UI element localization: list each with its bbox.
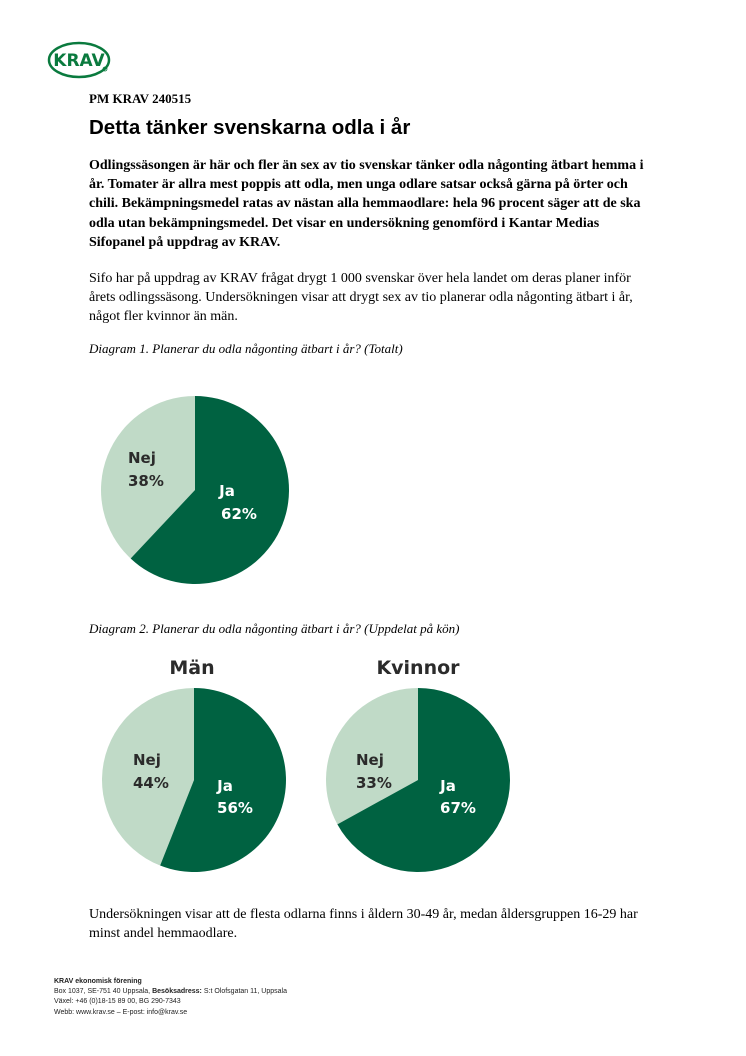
label-nej-value: 33% bbox=[356, 774, 392, 792]
label-ja-name: Ja bbox=[439, 777, 456, 795]
slice-nej bbox=[326, 688, 418, 825]
label-nej-name: Nej bbox=[128, 449, 156, 467]
diagram-2-caption: Diagram 2. Planerar du odla någonting ät… bbox=[89, 621, 460, 636]
footer-web: Webb: www.krav.se – E-post: info@krav.se bbox=[54, 1008, 188, 1016]
document-reference: PM KRAV 240515 bbox=[89, 91, 192, 106]
chart-title-women: Kvinnor bbox=[376, 657, 460, 679]
slice-nej bbox=[101, 688, 194, 866]
pie-chart-men: Män Nej 44% Ja 56% bbox=[101, 657, 286, 872]
slice-ja bbox=[160, 688, 286, 872]
slice-ja bbox=[130, 396, 290, 584]
footer-org: KRAV ekonomisk förening bbox=[54, 978, 142, 985]
body-paragraph-1: Sifo har på uppdrag av KRAV frågat drygt… bbox=[89, 271, 633, 325]
label-nej-value: 44% bbox=[133, 774, 169, 792]
page-title: Detta tänker svenskarna odla i år bbox=[89, 116, 411, 139]
footer-address: Box 1037, SE-751 40 Uppsala, bbox=[54, 988, 151, 996]
label-nej-name: Nej bbox=[356, 751, 384, 769]
label-ja-value: 56% bbox=[217, 799, 253, 817]
footer-visit-address: S:t Olofsgatan 11, Uppsala bbox=[203, 988, 287, 996]
pie-chart-women: Kvinnor Nej 33% Ja 67% bbox=[326, 657, 511, 872]
lead-paragraph: Odlingssäsongen är här och fler än sex a… bbox=[89, 158, 644, 250]
label-nej-name: Nej bbox=[133, 751, 161, 769]
label-nej-value: 38% bbox=[128, 472, 164, 490]
body-paragraph-2: Undersökningen visar att de flesta odlar… bbox=[89, 907, 638, 942]
diagram-1-caption: Diagram 1. Planerar du odla någonting ät… bbox=[89, 341, 403, 356]
slice-nej bbox=[101, 396, 195, 559]
footer-visit-label: Besöksadress: bbox=[152, 988, 202, 996]
footer: KRAV ekonomisk förening Box 1037, SE-751… bbox=[54, 977, 287, 1018]
footer-phone: Växel: +46 (0)18-15 89 00, BG 290-7343 bbox=[54, 998, 181, 1006]
label-ja-value: 67% bbox=[440, 799, 476, 817]
krav-logo: KRAV bbox=[47, 41, 111, 79]
slice-ja bbox=[337, 688, 511, 872]
label-ja-name: Ja bbox=[218, 482, 235, 500]
pie-chart-total: Nej 38% Ja 62% bbox=[101, 396, 290, 584]
label-ja-value: 62% bbox=[221, 505, 257, 523]
label-ja-name: Ja bbox=[216, 777, 233, 795]
krav-logo-text: KRAV bbox=[53, 51, 105, 71]
chart-title-men: Män bbox=[169, 657, 214, 679]
